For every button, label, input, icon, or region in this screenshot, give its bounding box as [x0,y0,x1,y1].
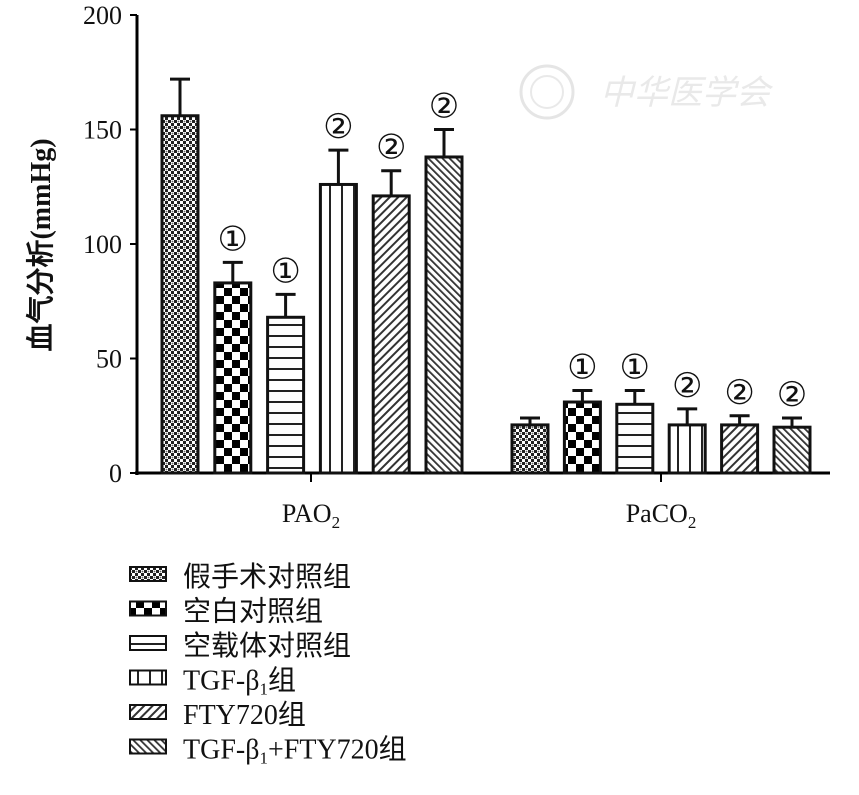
y-tick-label: 0 [109,459,122,488]
legend-swatch [129,566,167,582]
significance-marker: ① [218,221,248,258]
legend-label: TGF-β1+FTY720组 [183,734,407,768]
bar [318,182,358,475]
legend-swatch [129,669,167,686]
bar [772,425,812,475]
watermark-text: 中华医学会 [600,75,774,112]
significance-marker: ① [567,350,597,387]
bar [562,400,602,475]
significance-marker: ② [323,109,353,146]
bar [213,281,253,475]
bar [371,194,411,475]
significance-marker: ② [429,89,459,126]
bar [667,423,707,475]
legend-label: 空白对照组 [183,596,323,628]
legend-label: TGF-β1组 [183,665,296,699]
x-category-label: PaCO2 [626,499,697,532]
bar [424,155,464,475]
significance-marker: ① [270,253,300,290]
bar [615,402,655,475]
significance-marker: ② [777,377,807,414]
legend-label: 空载体对照组 [183,630,351,662]
legend-swatch [129,635,167,651]
legend-swatch [129,704,167,720]
y-tick-label: 150 [83,116,122,145]
bar [510,423,550,475]
legend-label: 假手术对照组 [183,561,351,593]
y-axis-label: 血气分析(mmHg) [24,138,57,351]
y-tick-label: 200 [83,1,122,30]
y-tick-label: 100 [83,230,122,259]
legend-swatch [129,600,167,617]
significance-marker: ① [620,350,650,387]
bar [720,423,760,475]
legend-label: FTY720组 [183,699,306,731]
y-tick-label: 50 [96,345,122,374]
bar [266,315,306,475]
significance-marker: ② [376,130,406,167]
significance-marker: ② [724,375,754,412]
x-category-label: PAO2 [282,499,340,532]
bar [160,114,200,475]
watermark-logo: 中华医学会 [519,64,774,120]
legend: 假手术对照组空白对照组空载体对照组TGF-β1组FTY720组TGF-β1+FT… [129,561,407,768]
significance-marker: ② [672,368,702,405]
legend-swatch [129,738,167,755]
